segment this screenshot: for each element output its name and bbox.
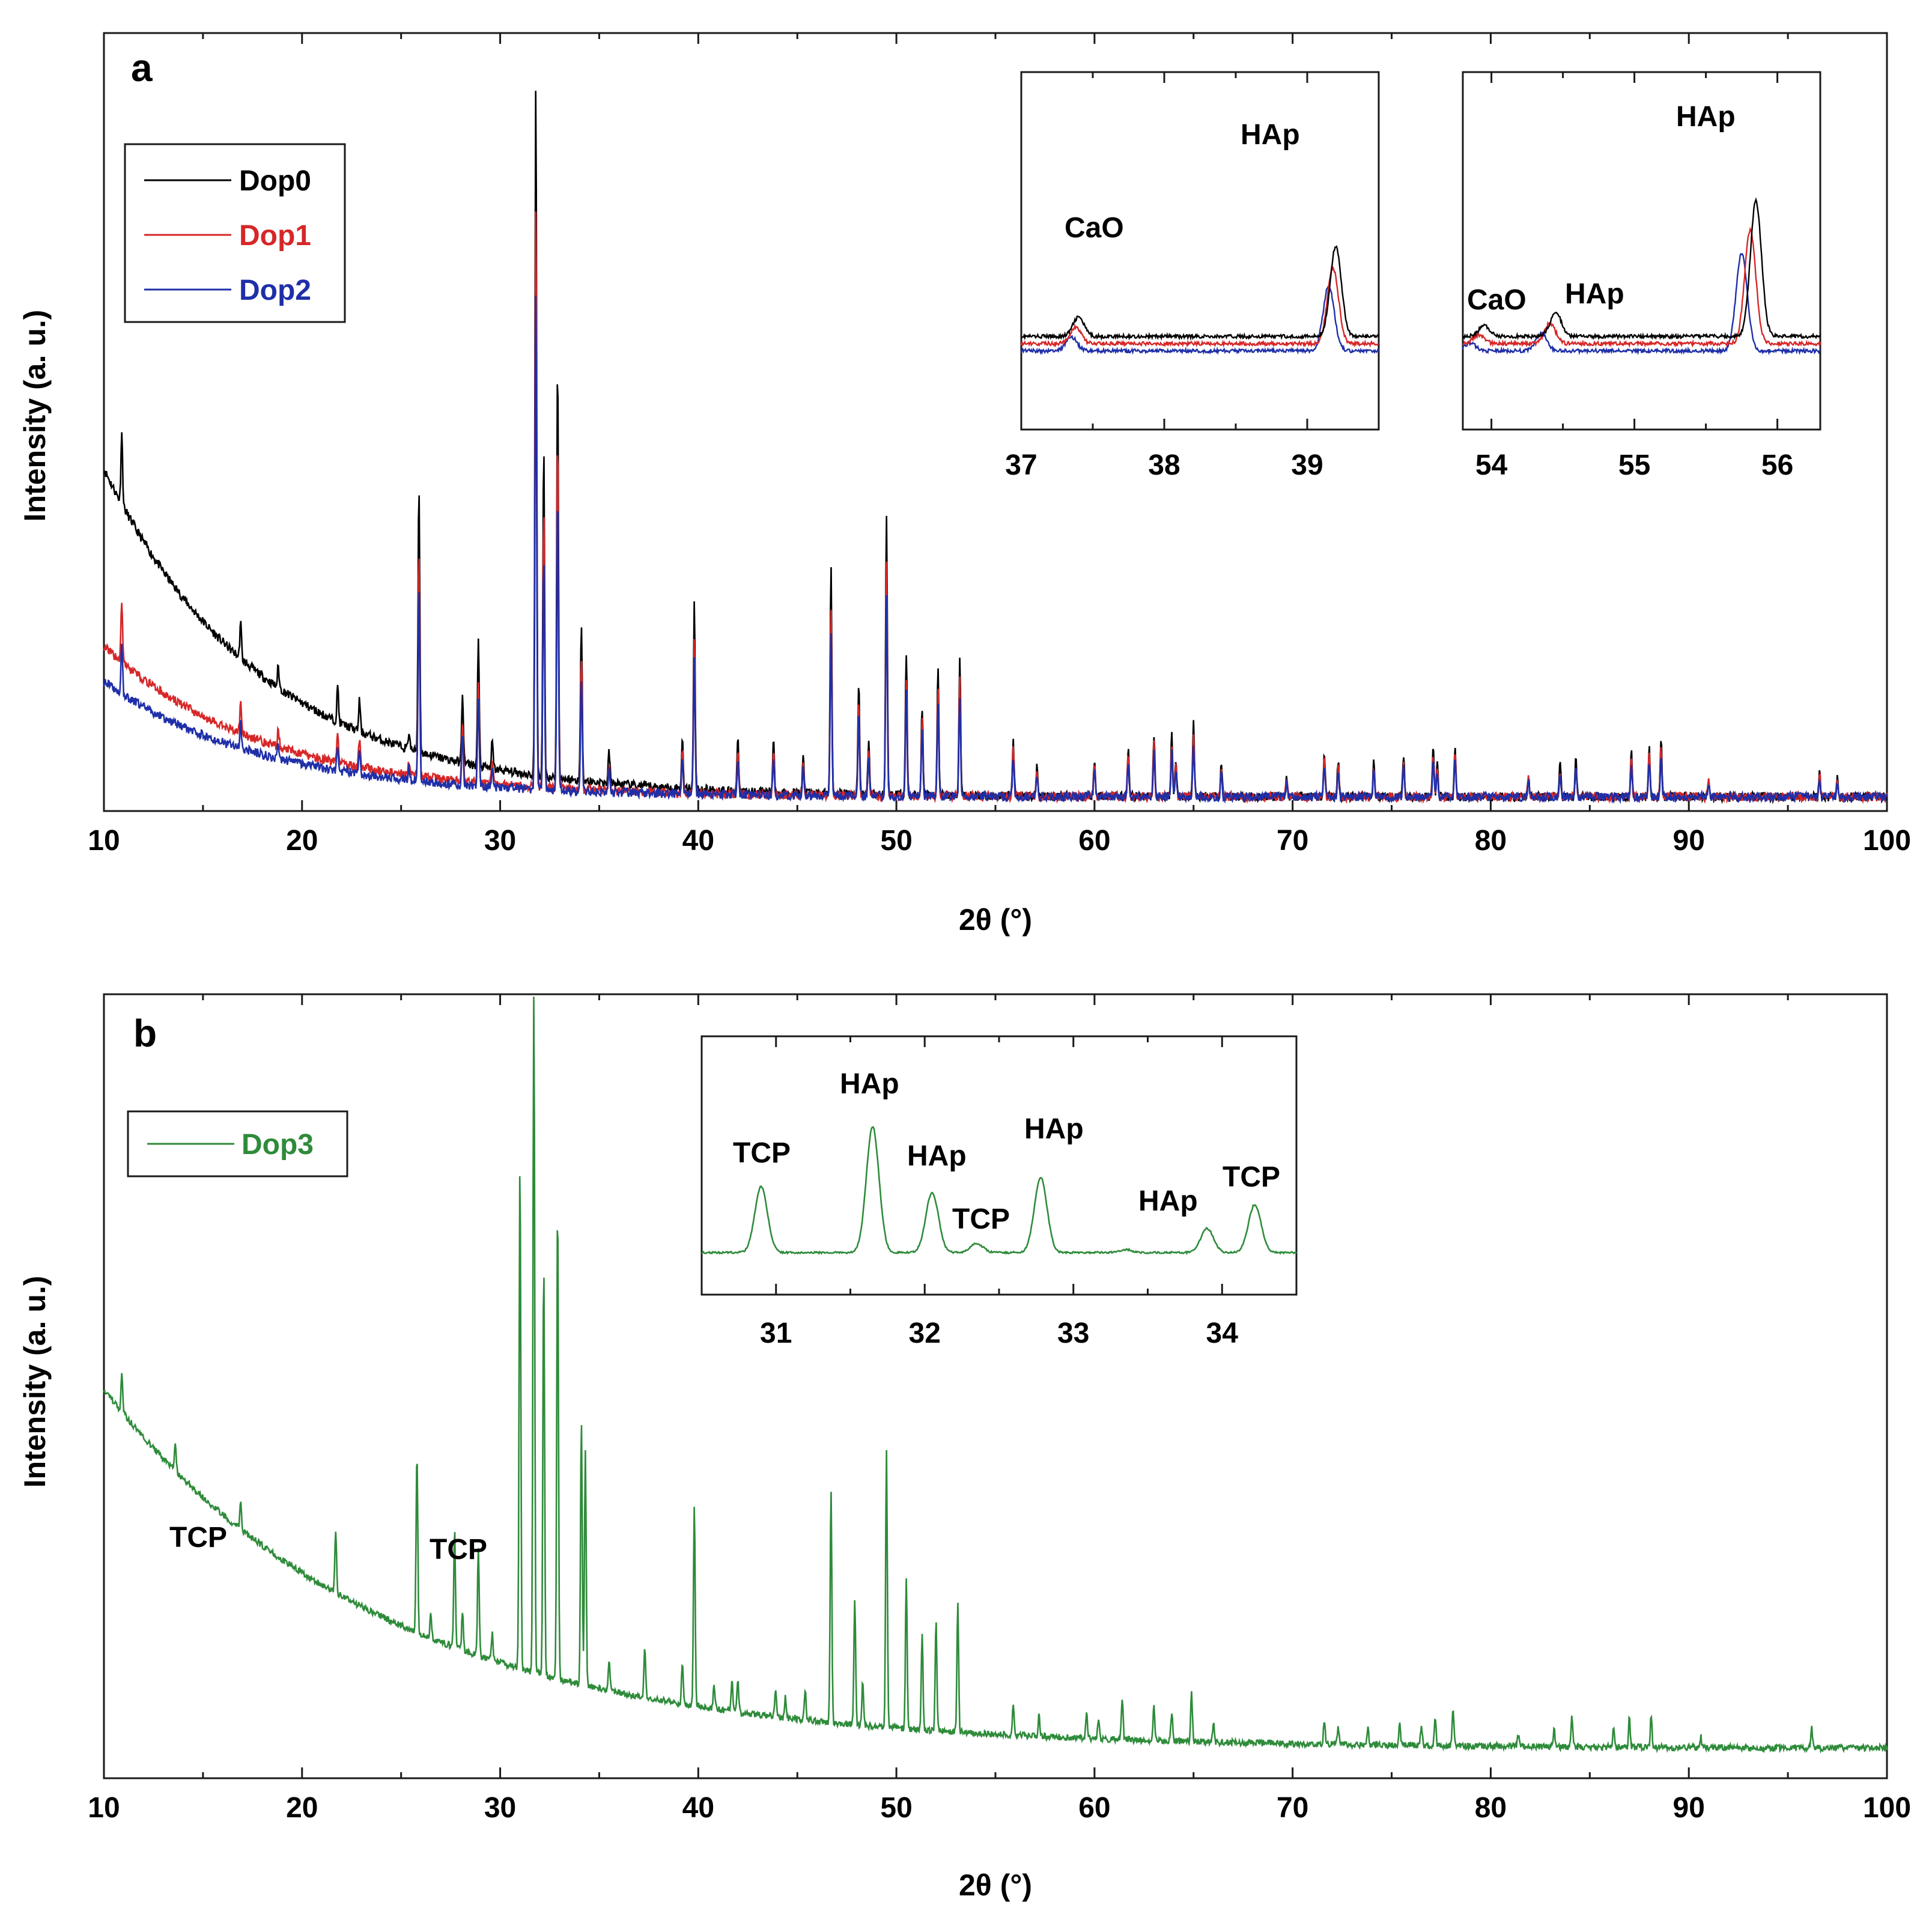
panel-b-frame [103,993,1888,1779]
x-tick-label: 37 [1005,449,1037,481]
inset-b-series [701,1126,1297,1256]
inset-a1-annotation-cao: CaO [1065,212,1124,244]
x-tick-label: 56 [1761,449,1793,481]
inset-b-annotation-tcp-1: TCP [733,1137,791,1169]
inset-a2-series [1462,197,1821,356]
x-tick-label: 60 [1078,825,1110,857]
x-tick-label: 30 [484,1792,516,1824]
panel-b-ylabel: Intensity (a. u.) [18,1276,52,1488]
x-tick-label: 50 [880,825,912,857]
panel-a-x-ticks: 10 20 30 40 50 60 70 80 90 100 [88,33,1911,857]
inset-series-line-dop3 [701,1126,1297,1256]
panel-b: b 10 20 30 40 50 60 70 80 90 100 2θ (°) Intensity… [18,993,1911,1902]
x-tick-label: 38 [1148,449,1180,481]
x-tick-label: 10 [88,825,120,857]
x-tick-label: 40 [682,825,714,857]
x-tick-label: 80 [1475,1792,1507,1824]
series-line-dop3 [103,996,1888,1754]
x-tick-label: 54 [1475,449,1508,481]
panel-b-annotation-tcp-1: TCP [169,1522,227,1554]
panel-a-legend: Dop0 Dop1 Dop2 [124,143,346,323]
x-tick-label: 70 [1277,825,1308,857]
panel-a-letter: a [131,46,153,90]
inset-a2-annotation-hap-2: HAp [1676,101,1736,133]
x-tick-label: 34 [1206,1317,1239,1349]
inset-b-ticks: 31 32 33 34 [760,1036,1238,1349]
inset-b-annotation-hap-1: HAp [840,1068,899,1100]
inset-b-annotation-hap-3: HAp [1024,1113,1084,1145]
x-tick-label: 40 [682,1792,714,1824]
legend-label-dop0: Dop0 [239,165,311,197]
x-tick-label: 90 [1673,825,1705,857]
x-tick-label: 39 [1291,449,1323,481]
x-tick-label: 80 [1475,825,1507,857]
x-tick-label: 90 [1673,1792,1705,1824]
panel-a-frame [103,32,1888,812]
inset-series-line-dop1 [1462,226,1821,348]
panel-b-x-ticks: 10 20 30 40 50 60 70 80 90 100 [88,994,1911,1824]
inset-series-line-dop2 [1462,252,1821,356]
inset-b-annotation-tcp-3: TCP [1223,1161,1280,1193]
x-tick-label: 10 [88,1792,120,1824]
x-tick-label: 33 [1057,1317,1089,1349]
inset-b-frame [700,1035,1298,1296]
inset-b-annotation-hap-4: HAp [1138,1185,1198,1217]
inset-a2-annotation-hap-1: HAp [1565,278,1624,310]
panel-b-annotation-tcp-2: TCP [430,1534,487,1566]
inset-a2-annotation-cao: CaO [1467,284,1526,316]
panel-a-series [103,91,1888,804]
series-line-dop2 [103,296,1888,804]
panel-a-inset-1: 37 38 39 CaO HAp [1005,71,1380,481]
panel-b-legend: Dop3 [127,1110,348,1177]
series-line-dop0 [103,91,1888,804]
inset-a1-ticks: 37 38 39 [1005,72,1323,481]
x-tick-label: 100 [1863,825,1911,857]
legend-label-dop3: Dop3 [242,1129,314,1161]
panel-b-xlabel: 2θ (°) [959,1868,1032,1902]
x-tick-label: 31 [760,1317,792,1349]
inset-b-annotation-hap-2: HAp [907,1140,967,1172]
x-tick-label: 32 [909,1317,941,1349]
inset-b-annotation-tcp-2: TCP [952,1203,1010,1235]
legend-label-dop2: Dop2 [239,275,311,306]
panel-a-inset-2: 54 55 56 CaO HAp HAp [1462,71,1821,481]
inset-a2-frame [1462,71,1821,431]
inset-series-line-dop0 [1021,245,1380,341]
panel-a-ylabel: Intensity (a. u.) [18,310,52,522]
x-tick-label: 70 [1277,1792,1308,1824]
legend-box [124,143,346,323]
inset-series-line-dop1 [1020,266,1379,348]
x-tick-label: 100 [1863,1792,1911,1824]
panel-b-letter: b [133,1012,157,1055]
inset-series-line-dop0 [1462,197,1821,341]
x-tick-label: 50 [880,1792,912,1824]
panel-a: a 10 20 30 40 50 60 70 80 90 100 2θ (°) Intensity… [18,32,1911,937]
panel-b-inset: 31 32 33 34 TCP HAp HAp TCP HAp HAp TCP [700,1035,1298,1349]
inset-a1-frame [1020,71,1380,431]
panel-b-series [103,996,1888,1754]
inset-a2-ticks: 54 55 56 [1475,72,1793,481]
x-tick-label: 55 [1618,449,1650,481]
x-tick-label: 20 [286,825,318,857]
x-tick-label: 30 [484,825,516,857]
inset-a1-series [1020,245,1380,356]
inset-a1-annotation-hap: HAp [1241,119,1300,151]
inset-series-line-dop2 [1020,284,1380,356]
legend-label-dop1: Dop1 [239,220,311,252]
x-tick-label: 20 [286,1792,318,1824]
x-tick-label: 60 [1078,1792,1110,1824]
panel-a-xlabel: 2θ (°) [959,903,1032,937]
